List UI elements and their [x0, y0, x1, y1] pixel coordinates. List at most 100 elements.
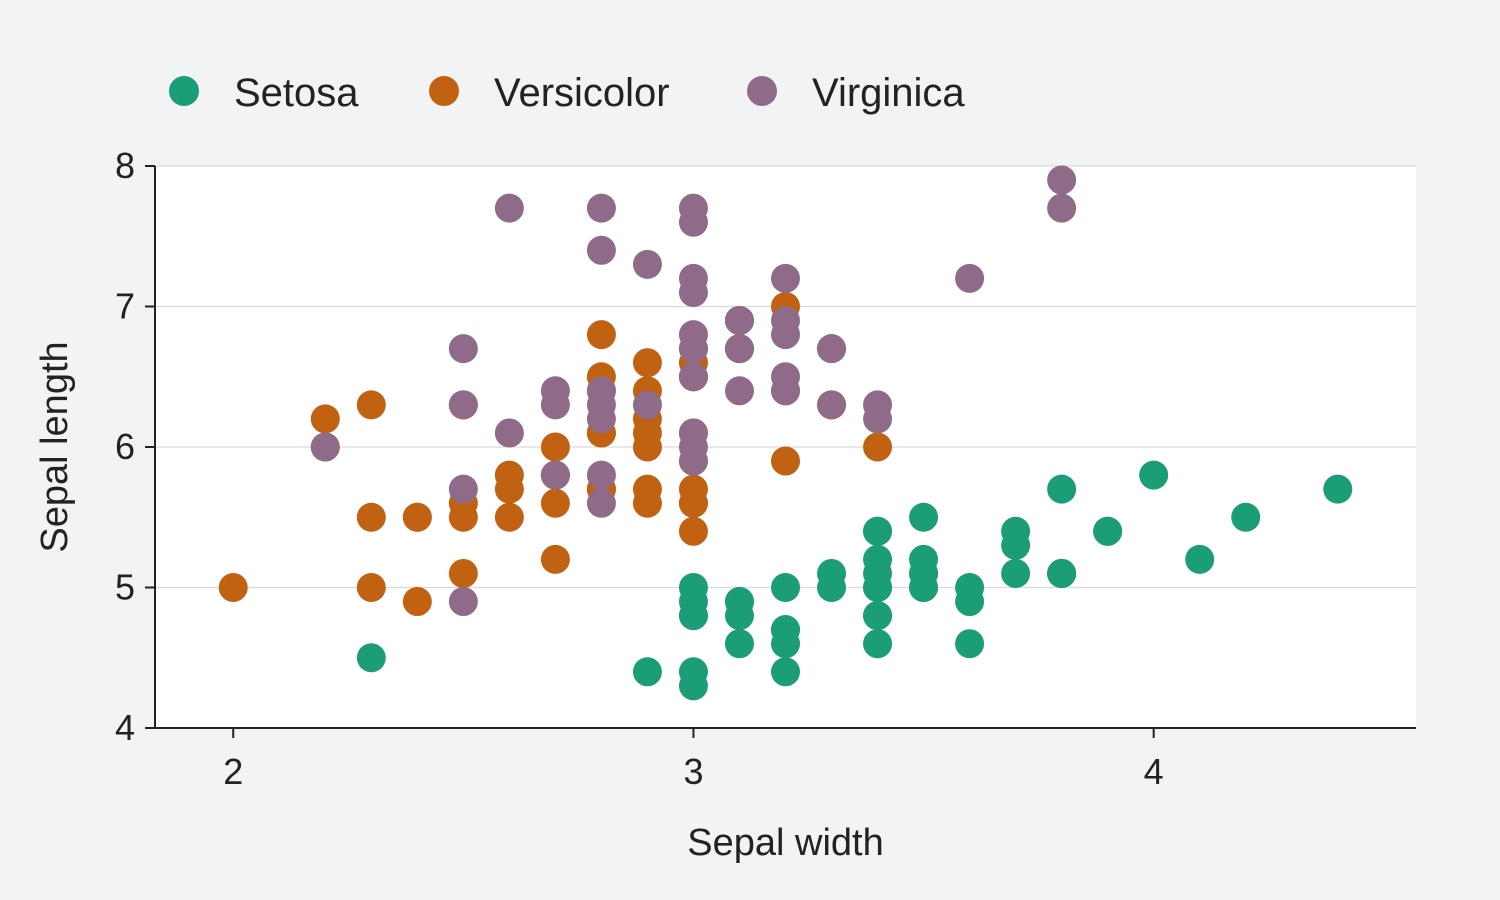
setosa-point-46 — [1047, 558, 1077, 588]
versicolor-point-46 — [632, 474, 662, 504]
setosa-point-35 — [771, 573, 800, 602]
legend-marker-virginica — [747, 76, 777, 106]
versicolor-point-43 — [356, 573, 386, 602]
setosa-point-36 — [909, 502, 939, 532]
setosa-point-31 — [863, 516, 893, 546]
virginica-point-47 — [678, 362, 708, 392]
setosa-point-42 — [771, 657, 800, 687]
legend-label-setosa: Setosa — [234, 71, 359, 115]
virginica-point-40 — [724, 334, 754, 364]
versicolor-point-33 — [540, 432, 570, 462]
y-tick-label-5: 5 — [115, 567, 135, 608]
series-setosa — [356, 460, 1353, 701]
setosa-point-27 — [909, 544, 939, 574]
setosa-point-22 — [955, 629, 985, 659]
virginica-point-44 — [817, 334, 847, 364]
virginica-point-25 — [771, 263, 800, 293]
virginica-point-30 — [586, 235, 616, 265]
virginica-point-9 — [955, 263, 985, 293]
setosa-point-24 — [863, 601, 893, 631]
legend: Setosa Versicolor Virginica — [169, 71, 965, 115]
virginica-point-48 — [863, 404, 893, 434]
setosa-point-15 — [1323, 474, 1353, 504]
versicolor-point-18 — [310, 404, 340, 434]
x-tick-label-4: 4 — [1144, 751, 1164, 792]
setosa-point-18 — [1047, 474, 1077, 504]
x-tick-label-2: 2 — [223, 751, 243, 792]
legend-item-versicolor: Versicolor — [429, 71, 670, 115]
setosa-point-45 — [678, 601, 708, 631]
virginica-point-49 — [678, 446, 708, 476]
virginica-point-17 — [1047, 193, 1077, 223]
setosa-point-21 — [1001, 558, 1031, 588]
setosa-point-37 — [955, 587, 985, 617]
virginica-point-31 — [1047, 165, 1077, 195]
setosa-point-41 — [356, 643, 386, 673]
versicolor-point-45 — [678, 474, 708, 504]
setosa-point-8 — [632, 657, 662, 687]
virginica-point-15 — [771, 376, 800, 406]
virginica-point-18 — [494, 193, 524, 223]
versicolor-point-42 — [494, 460, 524, 490]
virginica-point-14 — [586, 460, 616, 490]
setosa-point-33 — [1231, 502, 1261, 532]
x-tick-label-3: 3 — [683, 751, 703, 792]
versicolor-point-37 — [356, 390, 386, 420]
virginica-point-7 — [632, 249, 662, 279]
setosa-point-3 — [724, 629, 754, 659]
virginica-point-6 — [448, 587, 478, 617]
setosa-point-38 — [678, 657, 708, 687]
legend-marker-versicolor — [429, 76, 459, 106]
series-virginica — [310, 165, 1077, 617]
setosa-point-25 — [678, 573, 708, 602]
versicolor-point-28 — [632, 432, 662, 462]
legend-item-virginica: Virginica — [747, 71, 965, 115]
virginica-point-29 — [678, 263, 708, 293]
setosa-point-47 — [771, 629, 800, 659]
virginica-point-23 — [540, 390, 570, 420]
setosa-point-16 — [1093, 516, 1123, 546]
y-axis-title: Sepal length — [34, 341, 76, 552]
setosa-point-49 — [817, 573, 847, 602]
virginica-point-33 — [586, 390, 616, 420]
versicolor-point-8 — [632, 348, 662, 378]
setosa-point-48 — [1001, 530, 1031, 560]
versicolor-point-31 — [402, 502, 432, 532]
setosa-point-14 — [1139, 460, 1169, 490]
versicolor-point-9 — [540, 544, 570, 574]
versicolor-point-39 — [448, 502, 478, 532]
virginica-point-43 — [771, 320, 800, 350]
virginica-point-19 — [310, 432, 340, 462]
axes: 4 5 6 7 8 2 3 4 — [115, 145, 1416, 792]
setosa-point-32 — [1185, 544, 1215, 574]
virginica-point-41 — [724, 306, 754, 336]
setosa-point-39 — [863, 558, 893, 588]
legend-label-versicolor: Versicolor — [494, 71, 670, 115]
versicolor-point-10 — [218, 573, 248, 602]
y-tick-label-8: 8 — [115, 145, 135, 186]
virginica-point-37 — [724, 376, 754, 406]
setosa-point-43 — [909, 573, 939, 602]
versicolor-point-40 — [494, 502, 524, 532]
data-points — [218, 165, 1353, 701]
virginica-point-3 — [632, 390, 662, 420]
versicolor-point-26 — [586, 320, 616, 350]
virginica-point-42 — [540, 460, 570, 490]
virginica-point-0 — [817, 390, 847, 420]
setosa-point-6 — [863, 629, 893, 659]
virginica-point-13 — [448, 474, 478, 504]
legend-item-setosa: Setosa — [169, 71, 359, 115]
y-tick-label-7: 7 — [115, 286, 135, 327]
y-tick-label-4: 4 — [115, 707, 135, 748]
legend-marker-setosa — [169, 76, 199, 106]
versicolor-point-3 — [356, 502, 386, 532]
virginica-point-34 — [494, 418, 524, 448]
legend-label-virginica: Virginica — [812, 71, 965, 115]
virginica-point-22 — [586, 193, 616, 223]
virginica-point-45 — [678, 334, 708, 364]
versicolor-point-44 — [540, 488, 570, 518]
virginica-point-21 — [586, 488, 616, 518]
versicolor-point-20 — [771, 446, 800, 476]
virginica-point-35 — [678, 193, 708, 223]
